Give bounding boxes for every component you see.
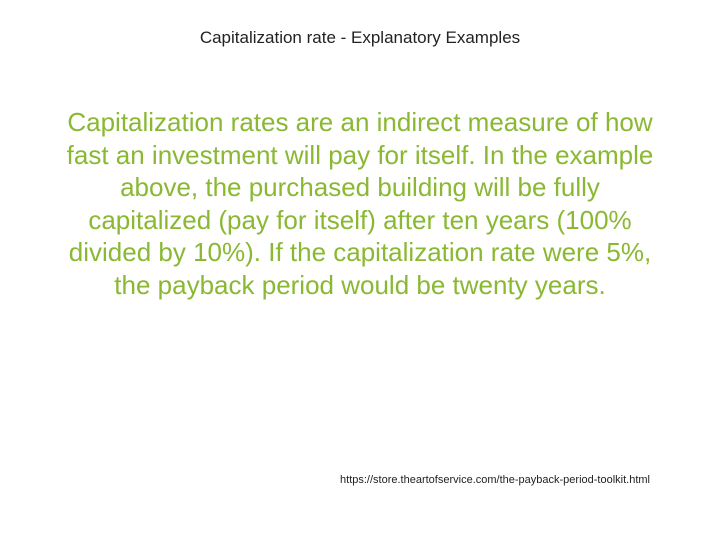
slide-body: Capitalization rates are an indirect mea… — [60, 106, 660, 301]
footer-link: https://store.theartofservice.com/the-pa… — [340, 474, 650, 486]
slide: Capitalization rate - Explanatory Exampl… — [0, 0, 720, 540]
slide-title: Capitalization rate - Explanatory Exampl… — [60, 28, 660, 48]
